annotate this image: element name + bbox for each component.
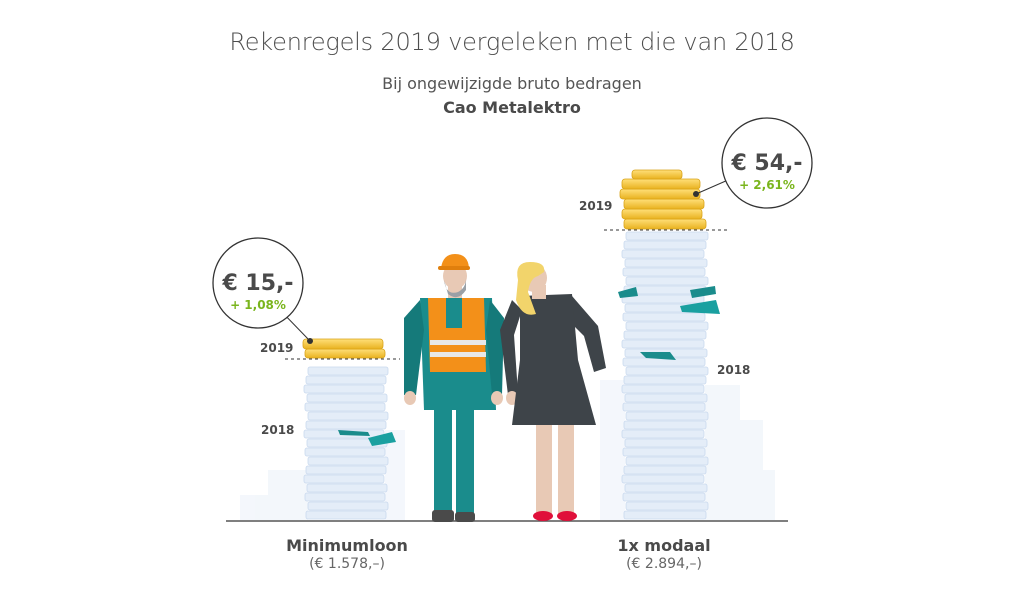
category-gross-minimumloon: (€ 1.578,–) bbox=[309, 556, 385, 572]
coin-stack-2018-modaal bbox=[621, 231, 709, 520]
amount-bubble-right: € 54,- + 2,61% bbox=[693, 117, 813, 209]
label-2019-right: 2019 bbox=[579, 199, 612, 213]
page-subtitle: Bij ongewijzigde bruto bedragen bbox=[382, 74, 642, 93]
increase-amount-left: € 15,- bbox=[221, 271, 293, 296]
amount-bubble-left: € 15,- + 1,08% bbox=[212, 237, 313, 344]
banknotes-left bbox=[338, 430, 396, 446]
label-2018-left: 2018 bbox=[261, 423, 294, 437]
background-coin-stacks-right bbox=[600, 380, 775, 520]
woman-figure bbox=[500, 262, 606, 521]
category-label-minimumloon: Minimumloon bbox=[286, 536, 408, 555]
page-title: Rekenregels 2019 vergeleken met die van … bbox=[229, 28, 795, 56]
category-label-modaal: 1x modaal bbox=[617, 536, 711, 555]
increase-percent-left: + 1,08% bbox=[230, 298, 286, 312]
increase-amount-right: € 54,- bbox=[730, 151, 802, 176]
category-gross-modaal: (€ 2.894,–) bbox=[626, 556, 702, 572]
banknotes-right bbox=[618, 286, 720, 360]
gold-coins-2019-modaal bbox=[619, 169, 707, 230]
worker-figure bbox=[404, 254, 504, 522]
gold-coins-2019-minimumloon bbox=[302, 338, 386, 359]
cao-name: Cao Metalektro bbox=[443, 98, 581, 117]
increase-percent-right: + 2,61% bbox=[739, 178, 795, 192]
label-2019-left: 2019 bbox=[260, 341, 293, 355]
label-2018-right: 2018 bbox=[717, 363, 750, 377]
background-coin-stacks-left bbox=[240, 430, 405, 520]
coin-stack-2018-minimumloon bbox=[303, 366, 389, 520]
